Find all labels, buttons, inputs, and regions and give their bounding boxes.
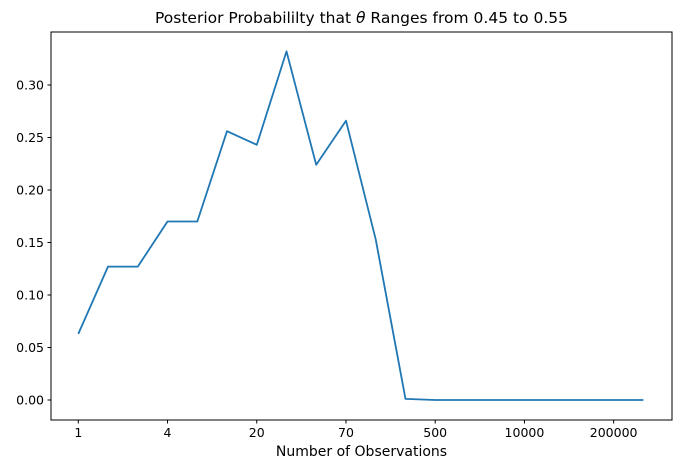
- y-tick-label: 0.15: [16, 235, 44, 250]
- x-axis-label: Number of Observations: [275, 444, 448, 460]
- x-tick-label: 200000: [590, 425, 638, 440]
- chart-title-post: Ranges from 0.45 to 0.55: [365, 9, 568, 27]
- plot-area: 1 4 20 70 500 10000 200000 0.00 0.05 0.10 0.15 0.20…: [16, 31, 673, 440]
- x-tick-label: 10000: [505, 425, 545, 440]
- x-tick-label: 500: [423, 425, 447, 440]
- y-tick-label: 0.05: [16, 340, 44, 355]
- theta-symbol: θ: [356, 9, 366, 27]
- plot-border: [50, 31, 673, 421]
- x-tick-label: 4: [164, 425, 172, 440]
- y-tick-label: 0.10: [16, 287, 44, 302]
- y-tick-label: 0.25: [16, 130, 44, 145]
- x-tick-label: 1: [74, 425, 82, 440]
- y-tick-label: 0.20: [16, 182, 44, 197]
- x-tick-label: 20: [249, 425, 265, 440]
- posterior-probability-line-series: [77, 50, 644, 401]
- y-tick-label: 0.00: [16, 392, 44, 407]
- x-tick-label: 70: [338, 425, 354, 440]
- chart-title-pre: Posterior Probabililty that: [155, 9, 357, 27]
- y-tick-label: 0.30: [16, 77, 44, 92]
- chart-title: Posterior Probabililty that θ Ranges fro…: [51, 9, 672, 27]
